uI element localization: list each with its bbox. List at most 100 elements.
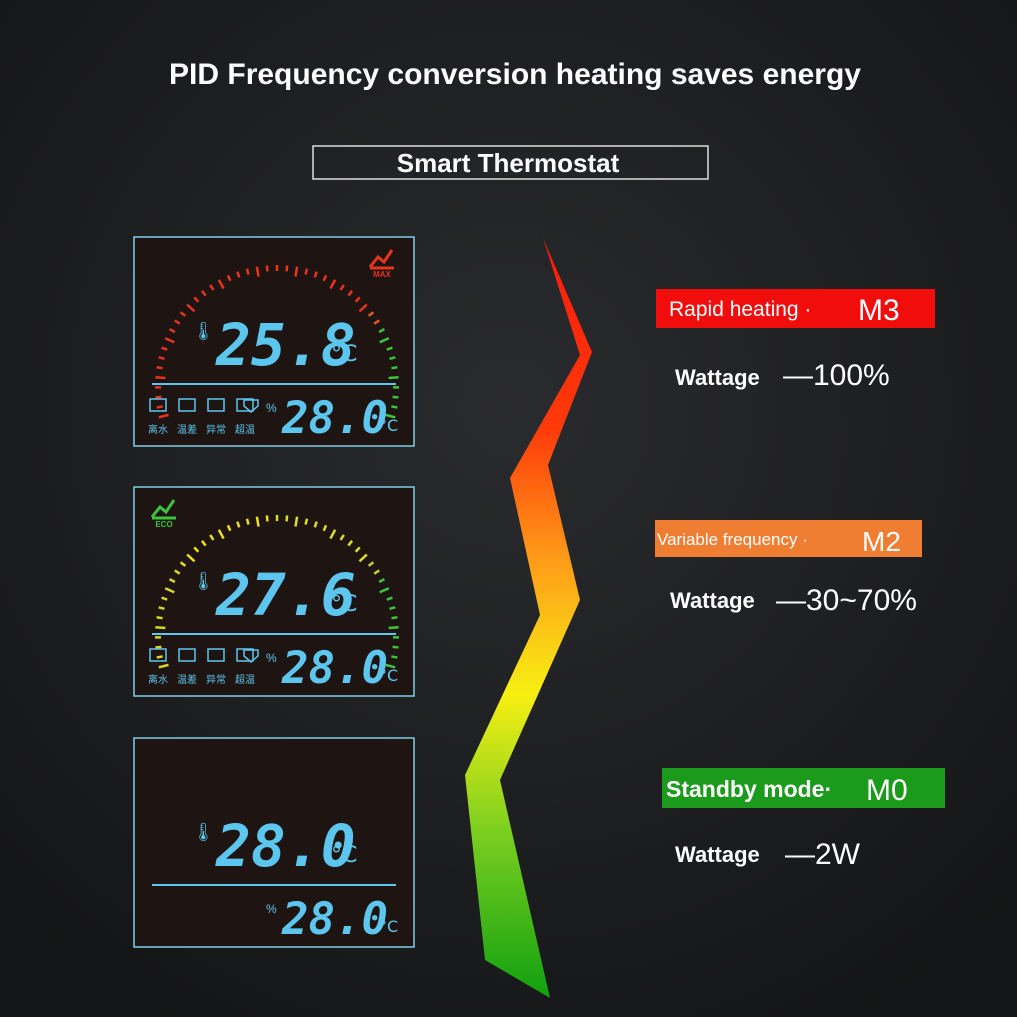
badge-label: ECO — [155, 520, 172, 529]
badge-label: MAX — [373, 270, 391, 279]
thermo-icon: 🌡 — [192, 571, 215, 591]
current-unit: °C — [331, 342, 357, 367]
set-icon: % — [266, 902, 277, 916]
arc-tick — [339, 284, 345, 291]
arc-tick — [304, 268, 309, 275]
status-icon — [149, 398, 167, 412]
arc-tick — [200, 290, 207, 297]
wattage-value: —2W — [785, 838, 861, 871]
status-icon — [178, 398, 196, 412]
arc-tick — [226, 274, 232, 282]
arc-tick — [217, 529, 225, 540]
arc-tick — [378, 578, 386, 584]
arc-tick — [391, 655, 398, 659]
arc-tick — [391, 405, 398, 409]
arc-tick — [236, 521, 241, 528]
arc-tick — [200, 540, 207, 547]
arc-tick — [354, 296, 361, 303]
arc-tick — [304, 518, 309, 525]
arc-tick — [347, 290, 354, 297]
arc-tick — [388, 376, 399, 380]
arc-tick — [373, 319, 380, 325]
status-icon — [178, 648, 196, 662]
set-icon: % — [266, 401, 277, 415]
arc-tick — [329, 529, 337, 540]
subtitle-box — [312, 145, 709, 180]
arc-tick — [358, 303, 368, 313]
wattage-label: Wattage — [670, 588, 755, 613]
status-label: 离水 — [148, 423, 168, 436]
status-icon — [207, 398, 225, 412]
status-label: 离水 — [148, 673, 168, 686]
arc-tick — [385, 663, 396, 669]
current-unit: °C — [331, 843, 357, 868]
arc-tick — [329, 279, 337, 290]
wattage-value: —100% — [783, 359, 890, 392]
arc-tick — [294, 266, 299, 277]
status-label: 异常 — [206, 423, 226, 436]
arc-tick — [161, 596, 168, 601]
arc-tick — [392, 645, 399, 649]
arc-tick — [179, 561, 187, 567]
arc-tick — [313, 521, 318, 528]
arc-tick — [155, 645, 162, 649]
subtitle: Smart Thermostat — [397, 148, 620, 178]
set-icon: % — [266, 651, 277, 665]
arc-tick — [156, 615, 163, 620]
arc-tick — [367, 561, 375, 567]
arc-tick — [156, 365, 163, 370]
arc-tick — [347, 540, 354, 547]
thermo-icon: 🌡 — [192, 822, 215, 842]
arc-tick — [174, 319, 181, 325]
arc-tick — [313, 271, 318, 278]
arc-tick — [255, 266, 260, 277]
arc-tick — [255, 516, 260, 527]
badge-icon — [368, 249, 394, 270]
mode-code: M2 — [862, 526, 901, 557]
arc-tick — [245, 518, 250, 525]
set-unit: °C — [379, 416, 398, 435]
current-temp: 28.0 — [215, 812, 356, 880]
arc-tick — [391, 615, 398, 620]
arc-tick — [164, 337, 175, 344]
arc-tick — [373, 569, 380, 575]
arc-tick — [322, 524, 328, 532]
set-temp: 28.0 — [281, 643, 388, 694]
arc-tick — [155, 626, 166, 630]
arc-tick — [339, 534, 345, 541]
wattage-label: Wattage — [675, 365, 760, 390]
status-icon — [236, 398, 254, 412]
arc-tick — [209, 284, 215, 291]
thermo-icon: 🌡 — [192, 321, 215, 341]
arc-tick — [294, 516, 299, 527]
mode-name: Variable frequency · — [657, 530, 808, 549]
status-label: 超温 — [235, 673, 255, 686]
arc-tick — [378, 328, 386, 334]
arc-tick — [161, 346, 168, 351]
status-icon — [243, 649, 259, 663]
set-unit: °C — [379, 917, 398, 936]
arc-tick — [164, 587, 175, 594]
arc-tick — [386, 596, 393, 601]
arc-tick — [236, 271, 241, 278]
arc-tick — [386, 346, 393, 351]
energy-zigzag — [465, 238, 592, 998]
arc-tick — [186, 303, 196, 313]
display-panel — [133, 737, 415, 948]
arc-tick — [379, 337, 390, 344]
arc-tick — [158, 606, 165, 611]
status-label: 温差 — [177, 673, 197, 686]
arc-tick — [193, 296, 200, 303]
set-temp: 28.0 — [281, 894, 388, 945]
arc-tick — [389, 606, 396, 611]
mode-code: M3 — [858, 294, 900, 327]
arc-tick — [179, 311, 187, 317]
arc-tick — [388, 626, 399, 630]
badge-icon — [150, 499, 176, 520]
current-temp: 27.6 — [215, 561, 356, 629]
arc-tick — [379, 587, 390, 594]
status-label: 异常 — [206, 673, 226, 686]
arc-tick — [193, 546, 200, 553]
mode-badge — [655, 520, 922, 557]
